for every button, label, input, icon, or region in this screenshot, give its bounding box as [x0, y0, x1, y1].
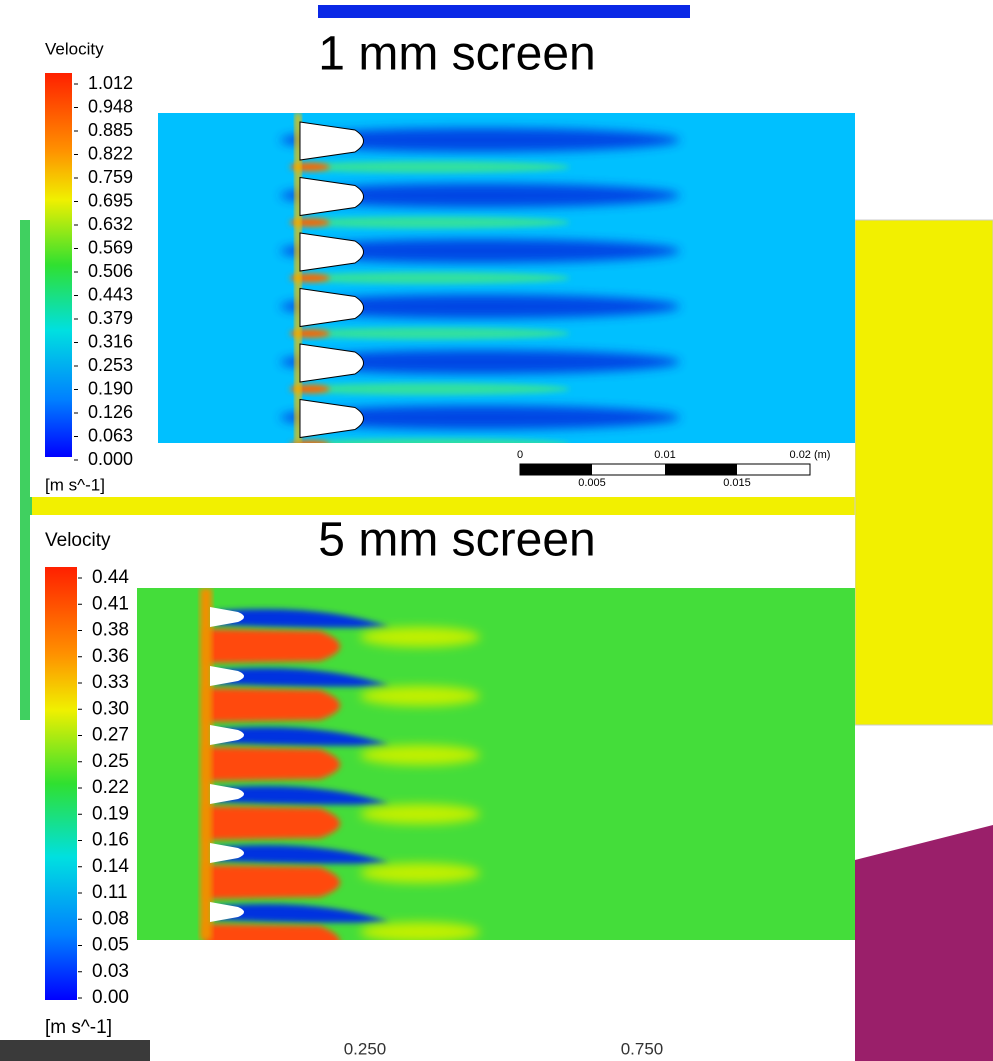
legend-label: 0.03	[92, 961, 129, 982]
shear	[360, 863, 480, 883]
shear	[360, 922, 480, 942]
inlet-band	[200, 588, 212, 940]
legend-label: 0.44	[92, 567, 129, 588]
legend-label: 0.759	[88, 167, 133, 187]
jet	[290, 383, 570, 395]
jet	[290, 161, 570, 173]
top-bar	[318, 5, 690, 18]
background-contour-right	[855, 220, 993, 725]
inlet-line	[295, 113, 301, 443]
legend-label: 0.22	[92, 777, 129, 798]
legend-label: 0.30	[92, 698, 129, 719]
legend-label: 0.632	[88, 214, 133, 234]
legend-label: 0.822	[88, 143, 133, 163]
legend-label: 0.00	[92, 987, 129, 1008]
scale-label: 0.005	[578, 477, 606, 489]
jet	[290, 328, 570, 340]
axis-label: 0.250	[344, 1039, 387, 1058]
jet	[205, 747, 340, 781]
legend-label: 0.253	[88, 355, 133, 375]
jet	[205, 688, 340, 722]
scale-label: 0.01	[654, 449, 675, 461]
legend-label: 0.506	[88, 261, 133, 281]
purple-shape	[855, 825, 993, 1061]
legend-label: 0.41	[92, 593, 129, 614]
legend-label: 0.316	[88, 331, 133, 351]
panel-title: 5 mm screen	[318, 514, 595, 567]
legend-title: Velocity	[45, 39, 104, 58]
dark-bar	[0, 1040, 150, 1061]
jet	[290, 272, 570, 284]
scale-bar	[520, 464, 810, 475]
scale-label: 0.015	[723, 477, 751, 489]
colorbar	[45, 567, 77, 1000]
legend-label: 0.443	[88, 284, 133, 304]
jet	[205, 629, 340, 663]
legend-label: 0.000	[88, 449, 133, 469]
slide: 0.250 0.750 1 mm screen Velocity [m s^-1…	[0, 0, 993, 1061]
legend-label: 0.695	[88, 190, 133, 210]
panel-title: 1 mm screen	[318, 28, 595, 81]
jet	[290, 217, 570, 229]
legend-label: 0.27	[92, 725, 129, 746]
shear	[360, 804, 480, 824]
legend-label: 0.19	[92, 803, 129, 824]
legend-label: 0.38	[92, 620, 129, 641]
jet	[205, 806, 340, 840]
scale-label: 0	[517, 449, 523, 461]
legend-label: 0.25	[92, 751, 129, 772]
legend-title: Velocity	[45, 530, 111, 551]
legend-label: 0.885	[88, 120, 133, 140]
legend-label: 0.36	[92, 646, 129, 667]
shear	[360, 745, 480, 765]
legend-label: 0.08	[92, 908, 129, 929]
legend-label: 0.569	[88, 237, 133, 257]
colorbar	[45, 73, 72, 457]
scale-label: 0.02 (m)	[790, 449, 831, 461]
legend-label: 0.190	[88, 378, 133, 398]
legend-label: 0.948	[88, 96, 133, 116]
legend-label: 0.379	[88, 308, 133, 328]
legend-label: 0.33	[92, 672, 129, 693]
shear	[360, 686, 480, 706]
legend-unit: [m s^-1]	[45, 1017, 112, 1038]
shear	[360, 627, 480, 647]
jet	[205, 865, 340, 899]
legend-label: 0.126	[88, 402, 133, 422]
axis-label: 0.750	[621, 1039, 664, 1058]
legend-unit: [m s^-1]	[45, 475, 105, 494]
legend-label: 0.063	[88, 425, 133, 445]
legend-label: 0.14	[92, 856, 129, 877]
legend-label: 1.012	[88, 73, 133, 93]
legend-label: 0.16	[92, 830, 129, 851]
legend-label: 0.05	[92, 935, 129, 956]
legend-label: 0.11	[92, 882, 128, 903]
